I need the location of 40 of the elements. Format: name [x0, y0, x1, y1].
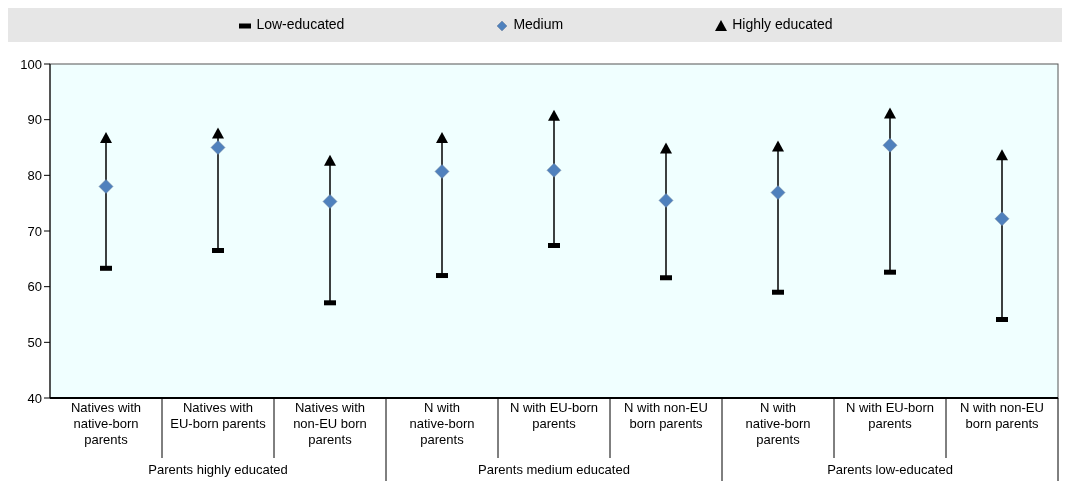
point — [770, 185, 786, 200]
point — [994, 211, 1010, 226]
point — [546, 163, 562, 178]
x-tick-label: N with non-EU born parents — [960, 400, 1044, 431]
y-tick-label: 50 — [27, 334, 42, 350]
point — [436, 132, 448, 144]
x-tick-label: Natives with non-EU born parents — [293, 400, 367, 447]
x-tick-label: Natives with EU-born parents — [170, 400, 267, 431]
y-tick-label: 80 — [27, 167, 42, 183]
x-tick-label: Natives with native-born parents — [70, 400, 142, 447]
legend-label: Medium — [513, 16, 564, 33]
legend-label: Low-educated — [256, 16, 345, 33]
text: Parents low-educated — [827, 462, 953, 477]
point — [322, 194, 338, 209]
point — [882, 138, 898, 153]
point — [324, 154, 336, 166]
y-tick-label: 40 — [27, 390, 42, 406]
point — [772, 140, 784, 152]
x-tick-label: N with native-born parents — [409, 400, 475, 447]
y-tick-label: 90 — [27, 112, 42, 128]
x-tick-label: N with EU-born parents — [845, 400, 935, 431]
text: Parents highly educated — [148, 462, 288, 477]
point — [100, 132, 112, 144]
point — [212, 127, 224, 139]
point — [660, 142, 672, 154]
point — [884, 107, 896, 119]
point — [434, 164, 450, 179]
point — [210, 140, 226, 155]
point — [98, 179, 114, 194]
x-tick-label: N with EU-born parents — [509, 400, 599, 431]
y-tick-label: 60 — [27, 279, 42, 295]
point — [658, 193, 674, 208]
point — [548, 109, 560, 121]
text: Parents medium educated — [478, 462, 630, 477]
y-tick-label: 70 — [27, 223, 42, 239]
y-tick-label: 100 — [20, 56, 42, 72]
x-tick-label: N with non-EU born parents — [624, 400, 708, 431]
legend-label: Highly educated — [732, 16, 833, 33]
point — [996, 149, 1008, 161]
x-tick-label: N with native-born parents — [745, 400, 811, 447]
